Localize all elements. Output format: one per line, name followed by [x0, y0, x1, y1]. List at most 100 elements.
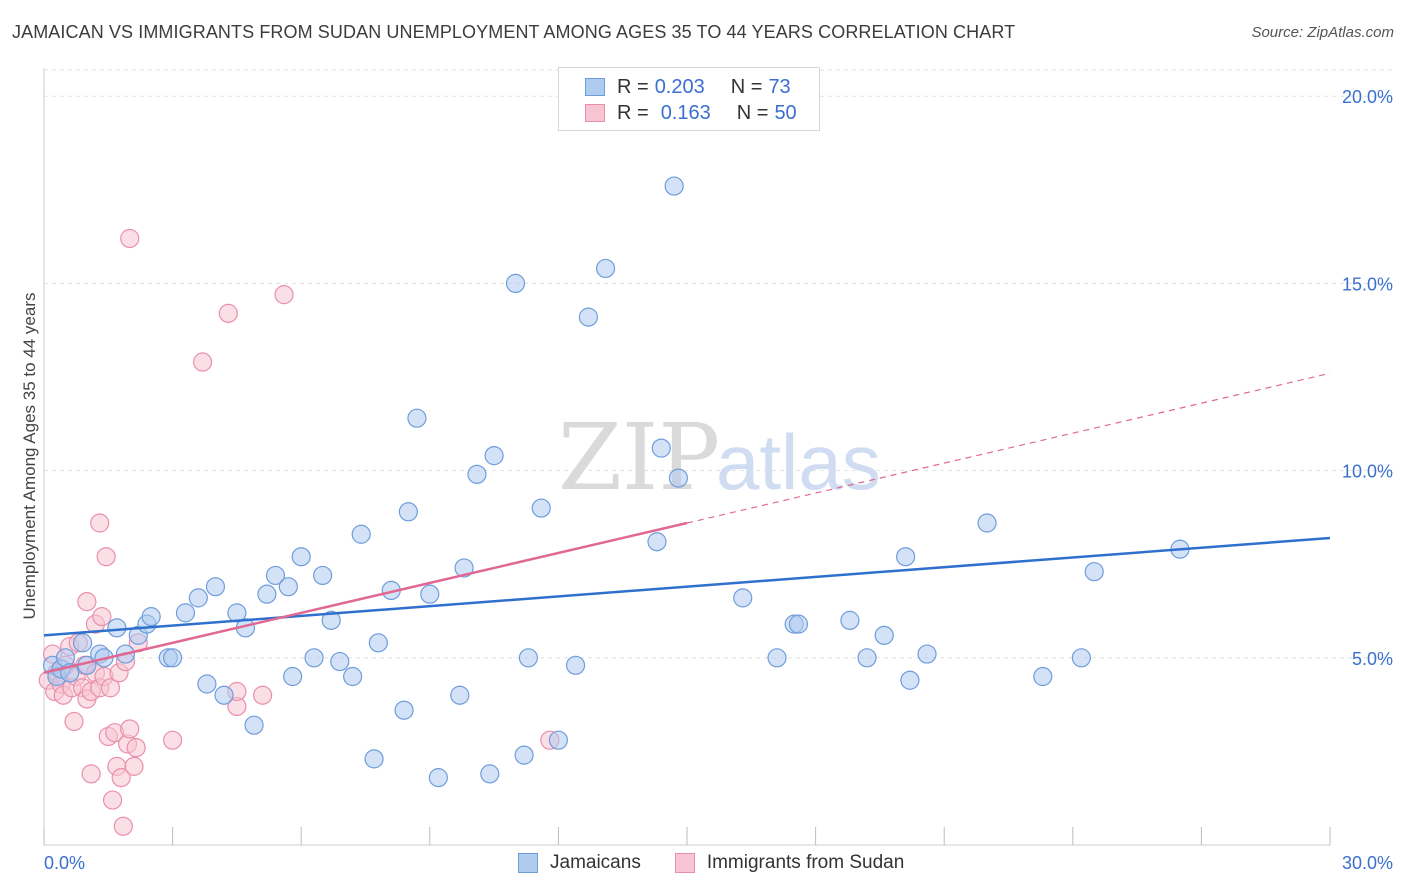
jamaican-point: [351, 524, 371, 544]
jamaican-point: [651, 438, 671, 458]
jamaican-point: [857, 648, 877, 668]
jamaican-point: [480, 764, 500, 784]
jamaican-point: [668, 468, 689, 488]
sudan-point: [111, 768, 131, 788]
sudan-point: [77, 592, 97, 612]
r-label: R =: [617, 101, 649, 124]
jamaican-point: [364, 749, 384, 769]
jamaican-point: [313, 565, 333, 586]
r-label: R =: [617, 75, 649, 98]
tick-labels: 5.0% 10.0% 15.0% 20.0% 0.0% 30.0%: [44, 87, 1393, 873]
sudan-point: [100, 678, 121, 698]
jamaican-point: [141, 607, 161, 627]
chart-title: JAMAICAN VS IMMIGRANTS FROM SUDAN UNEMPL…: [12, 22, 1016, 42]
jamaican-point: [205, 577, 226, 597]
sudan-point: [274, 285, 294, 305]
jamaican-point: [368, 633, 388, 653]
jamaican-point: [874, 625, 894, 645]
jamaican-point: [514, 745, 534, 765]
n-value: 73: [768, 75, 791, 98]
legend-row-sudan: R = 0.163 N = 50: [585, 101, 797, 125]
jamaican-point: [343, 666, 363, 687]
jamaican-point: [664, 176, 684, 196]
jamaican-point: [454, 558, 474, 578]
pink-swatch: [674, 853, 695, 873]
jamaican-points: [42, 176, 1190, 788]
jamaican-point: [531, 498, 551, 518]
jamaican-point: [595, 258, 616, 279]
jamaican-point: [420, 584, 440, 604]
jamaican-point: [518, 648, 538, 668]
jamaican-point: [407, 408, 427, 428]
sudan-trend-extension: [686, 372, 1331, 524]
legend-label-jamaicans: Jamaicans: [550, 852, 641, 873]
legend-item-jamaicans: Jamaicans: [518, 852, 641, 874]
sudan-trend-line: [43, 521, 688, 674]
jamaican-point: [548, 730, 569, 750]
trend-lines: [43, 372, 1331, 674]
sudan-point: [253, 685, 273, 705]
r-value: 0.203: [654, 75, 705, 98]
x-tick-label: 0.0%: [44, 853, 85, 873]
jamaican-point: [467, 464, 487, 484]
sudan-point: [113, 816, 133, 836]
r-value: 0.163: [660, 101, 711, 124]
jamaican-point: [484, 446, 504, 466]
jamaican-point: [896, 547, 916, 567]
jamaican-point: [767, 648, 787, 668]
jamaican-point: [840, 610, 860, 630]
sudan-point: [193, 352, 213, 372]
jamaican-point: [257, 584, 277, 604]
n-label: N =: [736, 101, 769, 124]
y-tick-label: 15.0%: [1342, 274, 1393, 294]
sudan-point: [96, 547, 116, 567]
jamaican-point: [278, 577, 298, 597]
jamaican-point: [394, 700, 414, 720]
jamaican-point: [565, 655, 586, 675]
jamaican-point: [175, 603, 196, 623]
jamaican-point: [788, 614, 809, 634]
sudan-points: [38, 228, 560, 836]
jamaican-point: [330, 651, 350, 672]
jamaican-point: [188, 588, 208, 608]
jamaican-point: [72, 633, 93, 653]
sudan-point: [124, 756, 144, 776]
n-label: N =: [730, 75, 763, 98]
jamaican-point: [917, 644, 937, 664]
sudan-point: [92, 607, 112, 627]
jamaican-point: [265, 565, 286, 586]
jamaican-point: [398, 502, 418, 522]
sudan-point: [102, 790, 123, 810]
pink-swatch: [585, 104, 605, 122]
jamaican-point: [900, 670, 920, 690]
jamaican-point: [244, 715, 264, 735]
x-tick-label: 30.0%: [1342, 853, 1393, 873]
correlation-legend: R = 0.203 N = 73 R = 0.163 N = 50: [558, 67, 820, 131]
jamaican-point: [163, 648, 183, 668]
sudan-point: [163, 730, 183, 750]
n-value: 50: [774, 101, 797, 124]
jamaican-point: [578, 307, 599, 327]
watermark-atlas: atlas: [716, 418, 881, 506]
jamaican-point: [197, 674, 217, 694]
legend-label-sudan: Immigrants from Sudan: [706, 852, 905, 873]
jamaican-point: [291, 547, 311, 567]
blue-swatch: [585, 78, 605, 96]
source-attribution: Source: ZipAtlas.com: [1251, 24, 1394, 41]
jamaican-point: [321, 610, 341, 630]
sudan-point: [120, 228, 140, 249]
jamaican-point: [977, 513, 997, 533]
jamaican-point: [428, 768, 448, 788]
sudan-point: [90, 513, 110, 533]
axes: [43, 68, 1331, 846]
blue-swatch: [518, 853, 538, 873]
jamaican-point: [505, 273, 526, 294]
y-tick-label: 10.0%: [1342, 462, 1393, 482]
sudan-point: [126, 738, 146, 758]
jamaican-point: [450, 685, 470, 705]
jamaican-point: [647, 532, 667, 552]
legend-item-sudan: Immigrants from Sudan: [674, 852, 905, 874]
watermark-zip: ZIP: [558, 404, 720, 511]
zipatlas-watermark: ZIP atlas: [558, 404, 881, 511]
